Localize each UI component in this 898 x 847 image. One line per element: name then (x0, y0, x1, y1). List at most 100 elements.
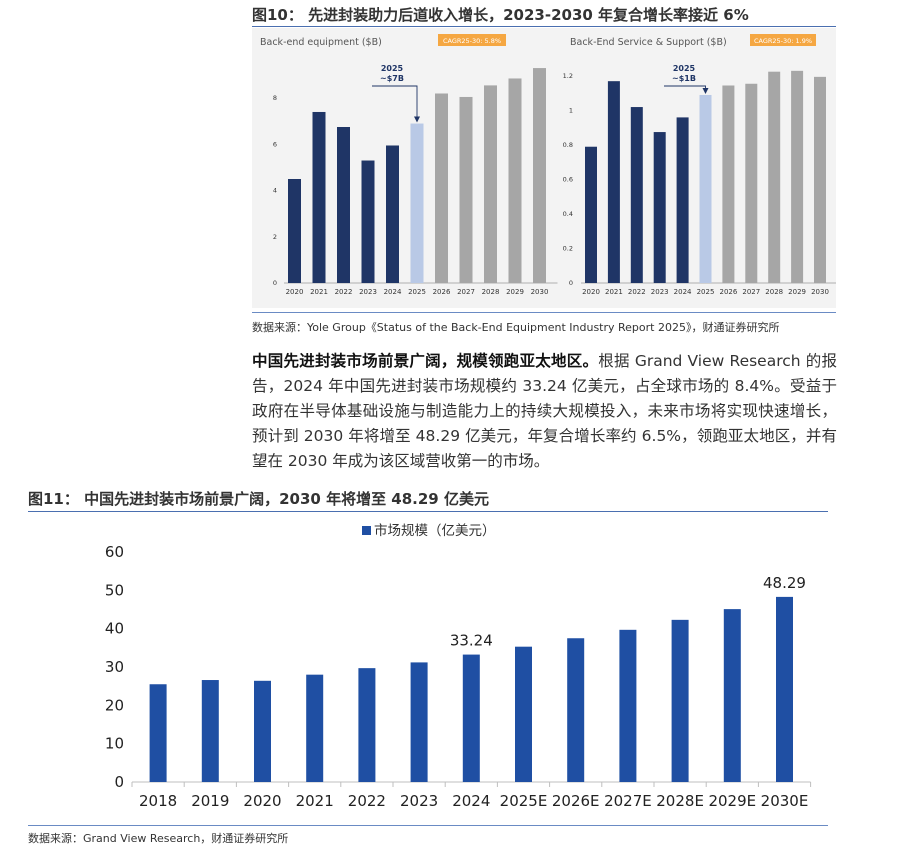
x-tick-label: 2023 (359, 288, 377, 296)
x-tick-label: 2019 (191, 792, 229, 810)
y-tick-label: 8 (273, 94, 277, 102)
y-tick-label: 40 (105, 620, 124, 638)
cagr-badge (750, 34, 816, 46)
x-tick-label: 2030 (531, 288, 549, 296)
y-tick-label: 6 (273, 140, 277, 148)
x-tick-label: 2028 (765, 288, 783, 296)
x-tick-label: 2030 (811, 288, 829, 296)
fig11-chart: 市场规模（亿美元） 0 10 20 30 40 50 60 2018 2019 2020 2021 20… (105, 522, 812, 810)
x-tick-label: 2022 (628, 288, 646, 296)
x-tick-label: 2023 (400, 792, 438, 810)
bar-2028 (768, 71, 781, 283)
x-tick-label: 2025E (500, 792, 548, 810)
y-tick-label: 0 (114, 773, 124, 791)
bar-2025 (699, 94, 712, 283)
bar-2020 (288, 179, 301, 283)
x-tick-label: 2024 (674, 288, 692, 296)
x-tick-label: 2020 (243, 792, 281, 810)
fig10-title: 图10： 先进封装助力后道收入增长，2023-2030 年复合增长率接近 6% (252, 6, 749, 24)
bar-2028 (484, 85, 497, 284)
x-tick-label: 2020 (582, 288, 600, 296)
y-tick-label: 0.6 (563, 176, 573, 184)
bar-2024 (676, 117, 689, 284)
fig11-title-rule (28, 511, 828, 512)
fig10-charts: Back-end equipment ($B) CAGR25-30: 5.8% 0 2… (252, 28, 836, 308)
fig10-source: 数据来源：Yole Group《Status of the Back-End E… (252, 321, 780, 334)
y-tick-label: 1.2 (563, 72, 573, 80)
bar-2021 (312, 111, 326, 283)
bar-2026 (722, 85, 735, 283)
x-tick-label: 2024 (452, 792, 490, 810)
data-label: 48.29 (763, 574, 806, 592)
x-tick-label: 2023 (651, 288, 669, 296)
bar-2027 (745, 83, 758, 283)
x-tick-label: 2022 (335, 288, 353, 296)
x-tick-label: 2022 (348, 792, 386, 810)
callout-year: 2025 (381, 64, 404, 73)
bar-2030E (776, 596, 793, 782)
legend-label: 市场规模（亿美元） (374, 522, 496, 539)
x-tick-label: 2021 (296, 792, 334, 810)
bar-2024 (462, 654, 480, 782)
bar-2029 (791, 70, 804, 283)
bar-2022 (337, 127, 350, 283)
bar-2020 (254, 680, 271, 782)
paragraph-body: 根据 Grand View Research 的报告，2024 年中国先进封装市… (252, 352, 837, 470)
x-tick-label: 2028E (656, 792, 704, 810)
bar-2023 (361, 160, 375, 283)
x-tick-label: 2021 (605, 288, 623, 296)
x-tick-label: 2029 (788, 288, 806, 296)
callout-arrow (702, 87, 709, 94)
fig10-source-rule (252, 312, 836, 313)
callout-value: ~$1B (672, 74, 696, 83)
data-label: 33.24 (450, 632, 493, 650)
cagr-badge-text: CAGR25-30: 5.8% (443, 37, 501, 45)
x-tick-label: 2025 (408, 288, 426, 296)
callout-arrow (414, 116, 420, 123)
chart-title: Back-end equipment ($B) (260, 37, 382, 48)
body-paragraph: 中国先进封装市场前景广阔，规模领跑亚太地区。根据 Grand View Rese… (252, 349, 837, 474)
y-tick-label: 0.8 (563, 141, 573, 149)
y-tick-label: 2 (273, 233, 277, 241)
bar-2021 (607, 81, 620, 283)
bar-2022 (358, 668, 376, 782)
x-tick-label: 2028 (482, 288, 500, 296)
bar-2023 (410, 662, 428, 782)
x-tick-label: 2026 (719, 288, 737, 296)
cagr-badge (438, 34, 506, 46)
x-tick-label: 2021 (310, 288, 328, 296)
bar-2022 (630, 107, 643, 283)
bar-2030 (533, 68, 546, 283)
bar-2027E (619, 629, 637, 782)
y-tick-label: 0 (273, 279, 277, 287)
callout-year: 2025 (673, 64, 696, 73)
callout-value: ~$7B (380, 74, 404, 83)
backend-service-chart: Back-End Service & Support ($B) CAGR25-30… (563, 34, 836, 296)
paragraph-lead: 中国先进封装市场前景广阔，规模领跑亚太地区。 (252, 352, 599, 370)
bar-2026 (435, 93, 448, 283)
y-tick-label: 20 (105, 696, 124, 714)
y-tick-label: 50 (105, 581, 124, 599)
y-tick-label: 60 (105, 543, 124, 561)
x-tick-label: 2029E (708, 792, 756, 810)
x-tick-label: 2027 (457, 288, 475, 296)
bar-2025E (515, 646, 532, 782)
callout-line (372, 85, 418, 120)
bar-2028E (671, 619, 689, 782)
x-tick-label: 2027 (742, 288, 760, 296)
fig11-source: 数据来源：Grand View Research，财通证券研究所 (28, 832, 289, 845)
y-tick-label: 30 (105, 658, 124, 676)
x-tick-label: 2029 (506, 288, 524, 296)
y-tick-label: 10 (105, 735, 124, 753)
y-tick-label: 0.4 (563, 210, 573, 218)
bar-2030 (814, 76, 826, 283)
x-tick-label: 2026 (433, 288, 451, 296)
y-tick-label: 1 (569, 107, 573, 115)
bar-2026E (567, 638, 585, 782)
fig10-title-rule (252, 26, 836, 27)
bar-2025 (410, 123, 424, 284)
y-tick-label: 0.2 (563, 245, 573, 253)
x-tick-label: 2025 (697, 288, 715, 296)
bar-2023 (653, 132, 666, 283)
bar-2020 (585, 146, 597, 283)
